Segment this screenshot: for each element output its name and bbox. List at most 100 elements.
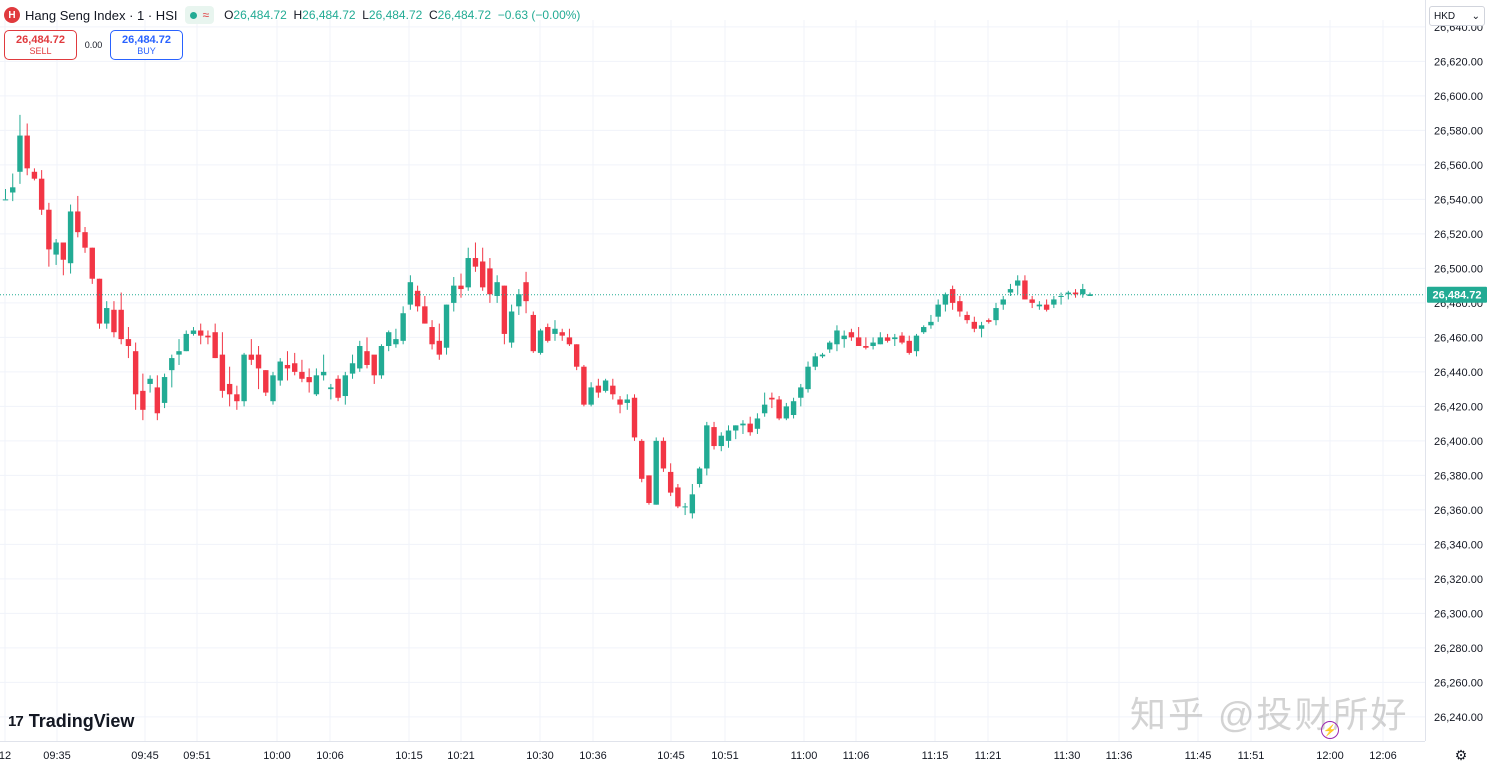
candle-body — [306, 377, 312, 383]
buy-label: BUY — [137, 46, 156, 56]
price-tick-label: 26,580.00 — [1434, 125, 1483, 137]
candle-down — [631, 394, 638, 441]
time-tick-label: 09:51 — [183, 750, 211, 762]
candle-down — [530, 311, 536, 353]
candle-down — [1029, 295, 1035, 309]
candle-body — [935, 304, 941, 317]
candle-up — [740, 420, 746, 434]
candle-body — [96, 278, 103, 324]
candle-body — [472, 258, 479, 267]
candle-body — [602, 380, 609, 391]
candle-body — [132, 351, 139, 395]
price-tick-label: 26,500.00 — [1434, 263, 1483, 275]
candle-body — [863, 346, 869, 348]
candle-down — [38, 170, 45, 215]
spread-value: 0.00 — [84, 40, 103, 50]
symbol-title[interactable]: Hang Seng Index · 1 · HSI — [25, 7, 178, 23]
candle-up — [928, 314, 934, 329]
candle-body — [537, 330, 544, 353]
time-axis[interactable]: 12 09:35 09:45 09:51 10:00 10:06 10:15 10:21 10:… — [0, 741, 1425, 763]
candle-down — [96, 278, 103, 329]
price-tick-label: 26,300.00 — [1434, 608, 1483, 620]
candle-up — [277, 358, 283, 386]
settings-gear-icon[interactable]: ⚙ — [1454, 746, 1468, 763]
candle-body — [523, 282, 529, 302]
time-tick-label: 11:00 — [791, 750, 818, 762]
candle-down — [154, 375, 161, 421]
low-label: L — [362, 8, 369, 22]
candle-down — [364, 337, 370, 369]
time-tick-label: 10:36 — [579, 750, 607, 762]
candle-body — [176, 351, 182, 355]
candle-body — [125, 339, 132, 347]
candle-up — [942, 292, 949, 312]
candle-down — [964, 311, 970, 324]
candle-body — [226, 383, 233, 395]
candle-body — [118, 309, 124, 340]
buy-button[interactable]: 26,484.72 BUY — [110, 30, 183, 60]
market-status-pill[interactable]: ≈ — [185, 6, 215, 24]
candle-down — [226, 366, 233, 407]
candle-up — [465, 247, 471, 291]
candle-down — [769, 392, 775, 409]
candle-body — [819, 354, 826, 357]
candle-up — [393, 328, 399, 348]
candle-up — [696, 466, 703, 488]
candle-body — [292, 363, 298, 372]
candle-body — [270, 375, 276, 402]
candle-up — [978, 321, 985, 338]
candle-up — [1015, 275, 1021, 295]
price-tick-label: 26,620.00 — [1434, 56, 1483, 68]
candle-body — [704, 425, 710, 469]
candle-up — [653, 437, 659, 505]
candle-down — [212, 323, 218, 359]
candle-body — [219, 354, 226, 391]
candle-up — [508, 304, 515, 348]
chevron-down-icon: ⌄ — [1471, 10, 1480, 22]
time-tick-label: 10:51 — [711, 750, 739, 762]
candle-body — [2, 199, 9, 201]
candle-body — [1029, 299, 1035, 303]
candle-body — [436, 340, 442, 355]
candle-up — [443, 304, 450, 355]
candle-body — [357, 346, 363, 369]
candle-body — [501, 285, 508, 334]
candle-down — [306, 368, 312, 393]
candle-body — [899, 335, 905, 343]
candle-body — [494, 282, 500, 296]
candle-body — [675, 487, 681, 507]
candle-up — [935, 299, 941, 322]
candle-body — [1000, 299, 1006, 305]
candle-body — [1065, 292, 1072, 295]
open-value: 26,484.72 — [233, 8, 287, 22]
buy-price: 26,484.72 — [122, 34, 171, 46]
candle-down — [436, 323, 442, 360]
candle-body — [892, 337, 898, 340]
change-value: −0.63 (−0.00%) — [497, 8, 581, 22]
candle-down — [46, 202, 52, 267]
candle-down — [284, 351, 291, 381]
candle-body — [67, 211, 74, 264]
sell-button[interactable]: 26,484.72 SELL — [4, 30, 77, 60]
candle-body — [588, 387, 594, 405]
time-tick-label: 11:06 — [843, 750, 870, 762]
candle-up — [870, 337, 876, 350]
time-tick-label: 09:45 — [131, 750, 159, 762]
candle-body — [957, 301, 963, 312]
candle-down — [559, 328, 565, 341]
trade-panel: 26,484.72 SELL 0.00 26,484.72 BUY — [4, 30, 183, 60]
candle-down — [1022, 275, 1028, 300]
candle-up — [537, 328, 544, 355]
candle-down — [581, 364, 587, 407]
tradingview-logo[interactable]: 17 TradingView — [8, 711, 134, 732]
price-axis[interactable]: 26,640.0026,620.0026,600.0026,580.0026,5… — [1425, 0, 1489, 769]
candle-body — [284, 364, 291, 369]
candle-up — [349, 354, 356, 379]
bolt-icon[interactable]: ⚡ — [1321, 721, 1339, 739]
candle-body — [140, 390, 146, 410]
currency-select[interactable]: HKD ⌄ — [1429, 6, 1485, 26]
candle-body — [320, 371, 327, 376]
candle-up — [516, 289, 522, 315]
candle-body — [921, 327, 927, 333]
